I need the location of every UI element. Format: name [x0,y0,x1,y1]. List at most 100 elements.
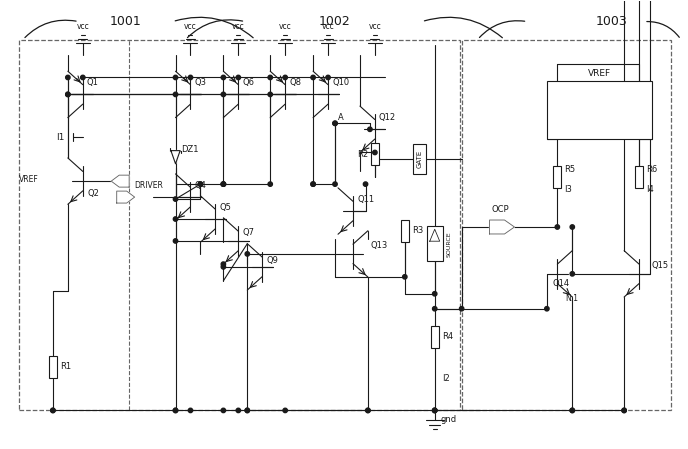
Circle shape [236,408,241,413]
Text: I1: I1 [56,133,64,142]
Circle shape [333,121,337,126]
Text: 1003: 1003 [595,15,627,28]
Text: VREF: VREF [588,69,611,78]
Text: I4: I4 [646,185,654,194]
Text: gnd: gnd [441,415,457,424]
Circle shape [373,150,377,154]
Circle shape [622,408,626,413]
Circle shape [268,92,272,97]
Polygon shape [171,150,180,164]
Text: vcc: vcc [279,22,292,31]
Text: A: A [338,113,344,122]
Text: vcc: vcc [369,22,381,31]
Circle shape [173,92,178,97]
Circle shape [570,408,574,413]
Text: Q9: Q9 [266,256,278,265]
Circle shape [173,75,178,79]
Text: 1001: 1001 [110,15,142,28]
Text: R5: R5 [564,165,575,174]
Circle shape [570,272,574,276]
Circle shape [51,408,55,413]
Circle shape [326,75,330,79]
Circle shape [80,75,85,79]
Bar [635,166,643,188]
Text: vcc: vcc [322,22,334,31]
Bar [401,220,409,242]
Circle shape [311,182,315,186]
Text: Q2: Q2 [88,189,100,198]
Circle shape [366,408,370,413]
Circle shape [268,75,272,79]
Bar [371,143,379,165]
Text: DRIVER: DRIVER [135,180,164,189]
Text: Q1: Q1 [87,78,98,87]
Text: Q13: Q13 [371,242,388,251]
Circle shape [283,75,288,79]
Text: Q5: Q5 [219,202,231,211]
Circle shape [221,264,226,269]
Circle shape [173,217,178,221]
Circle shape [555,225,559,229]
Circle shape [433,408,437,413]
Circle shape [198,182,203,186]
Text: Q15: Q15 [652,261,669,270]
Text: Q7: Q7 [242,229,255,238]
Circle shape [622,408,626,413]
Circle shape [268,182,272,186]
Text: R1: R1 [60,362,71,371]
Text: OCP: OCP [491,205,509,214]
Circle shape [245,408,250,413]
Circle shape [311,182,315,186]
Text: R6: R6 [646,165,657,174]
Text: 1002: 1002 [319,15,351,28]
Text: Q6: Q6 [242,78,255,87]
Circle shape [433,408,437,413]
Circle shape [570,225,574,229]
Circle shape [221,182,226,186]
Bar [427,226,442,261]
Text: vcc: vcc [232,22,245,31]
Circle shape [221,408,226,413]
Circle shape [65,92,70,97]
Circle shape [65,75,70,79]
Circle shape [433,408,437,413]
Bar [548,81,652,139]
Text: Q8: Q8 [289,78,301,87]
Polygon shape [111,175,129,187]
Text: N:1: N:1 [566,294,579,303]
Circle shape [367,127,372,132]
Circle shape [51,408,55,413]
Circle shape [173,239,178,243]
Circle shape [221,182,226,186]
Circle shape [460,307,464,311]
Polygon shape [490,220,515,234]
Text: Q14: Q14 [552,279,570,288]
Text: Q12: Q12 [379,113,396,122]
Circle shape [65,92,70,97]
Circle shape [221,262,226,266]
Text: R3: R3 [412,226,423,235]
Text: I2: I2 [442,374,449,383]
Text: Q4: Q4 [195,180,206,189]
Circle shape [366,408,370,413]
Circle shape [283,408,288,413]
Polygon shape [117,191,135,203]
Circle shape [173,197,178,201]
Circle shape [433,307,437,311]
Circle shape [173,408,178,413]
Text: I3: I3 [564,185,572,194]
Text: Q11: Q11 [358,194,375,203]
Text: R4: R4 [442,332,453,341]
Circle shape [245,408,250,413]
Bar [413,144,427,174]
Circle shape [333,182,337,186]
Circle shape [433,291,437,296]
Text: SOURCE: SOURCE [447,231,452,257]
Circle shape [402,275,407,279]
Bar [462,40,671,410]
Circle shape [189,75,193,79]
Text: vcc: vcc [184,22,197,31]
Circle shape [363,182,367,186]
Bar [49,356,57,378]
Bar [431,326,439,348]
